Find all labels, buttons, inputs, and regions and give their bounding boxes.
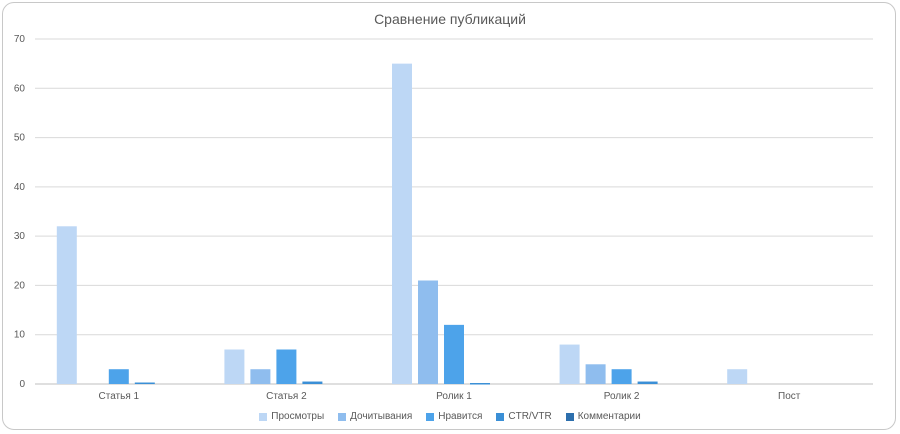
y-tick-label: 60	[14, 83, 26, 94]
legend-swatch	[496, 412, 505, 421]
bar	[585, 364, 606, 384]
bar	[392, 63, 412, 385]
y-tick-label: 20	[14, 280, 26, 291]
legend-label: Просмотры	[271, 411, 325, 422]
bar	[418, 280, 438, 384]
legend-label: Дочитывания	[350, 411, 413, 422]
legend-swatch	[259, 412, 268, 421]
chart-legend: Просмотры Дочитывания Нравится CTR/VTR Комме…	[3, 411, 897, 422]
legend-item: Дочитывания	[338, 411, 412, 422]
legend-swatch	[426, 412, 435, 421]
bar	[611, 369, 632, 384]
y-tick-label: 40	[14, 182, 26, 193]
bar	[250, 369, 271, 384]
chart-title: Сравнение публикаций	[374, 11, 526, 27]
y-tick-label: 50	[14, 133, 26, 144]
chart-frame: Сравнение публикаций 0 10 20 30 40 50 60 70 Стат…	[2, 2, 896, 430]
legend-item: CTR/VTR	[496, 411, 552, 422]
chart-plot: 0 10 20 30 40 50 60 70 Статья 1 Статья 2 Ролик 1 Ро…	[14, 34, 873, 402]
y-tick-label: 70	[14, 34, 26, 45]
bar	[302, 381, 323, 384]
bar	[224, 349, 245, 384]
bar	[559, 344, 580, 384]
legend-item: Нравится	[426, 411, 482, 422]
x-tick-label: Статья 2	[266, 391, 307, 402]
legend-label: Нравится	[438, 411, 483, 422]
bar	[444, 324, 464, 384]
bar	[134, 382, 155, 385]
bar	[276, 349, 297, 384]
legend-swatch	[565, 412, 574, 421]
legend-item: Комментарии	[565, 411, 641, 422]
bar	[470, 383, 490, 385]
x-tick-label: Ролик 2	[604, 391, 640, 402]
bar	[637, 381, 658, 384]
bar	[56, 226, 77, 384]
legend-item: Просмотры	[259, 411, 324, 422]
legend-swatch	[338, 412, 347, 421]
bar	[108, 369, 129, 384]
x-tick-label: Статья 1	[99, 391, 140, 402]
bar	[727, 369, 748, 384]
y-tick-label: 10	[14, 330, 26, 341]
x-tick-label: Пост	[778, 391, 801, 402]
x-tick-label: Ролик 1	[436, 391, 472, 402]
y-tick-label: 30	[14, 231, 26, 242]
legend-label: CTR/VTR	[508, 411, 552, 422]
y-tick-label: 0	[19, 379, 25, 390]
legend-label: Комментарии	[577, 411, 641, 422]
